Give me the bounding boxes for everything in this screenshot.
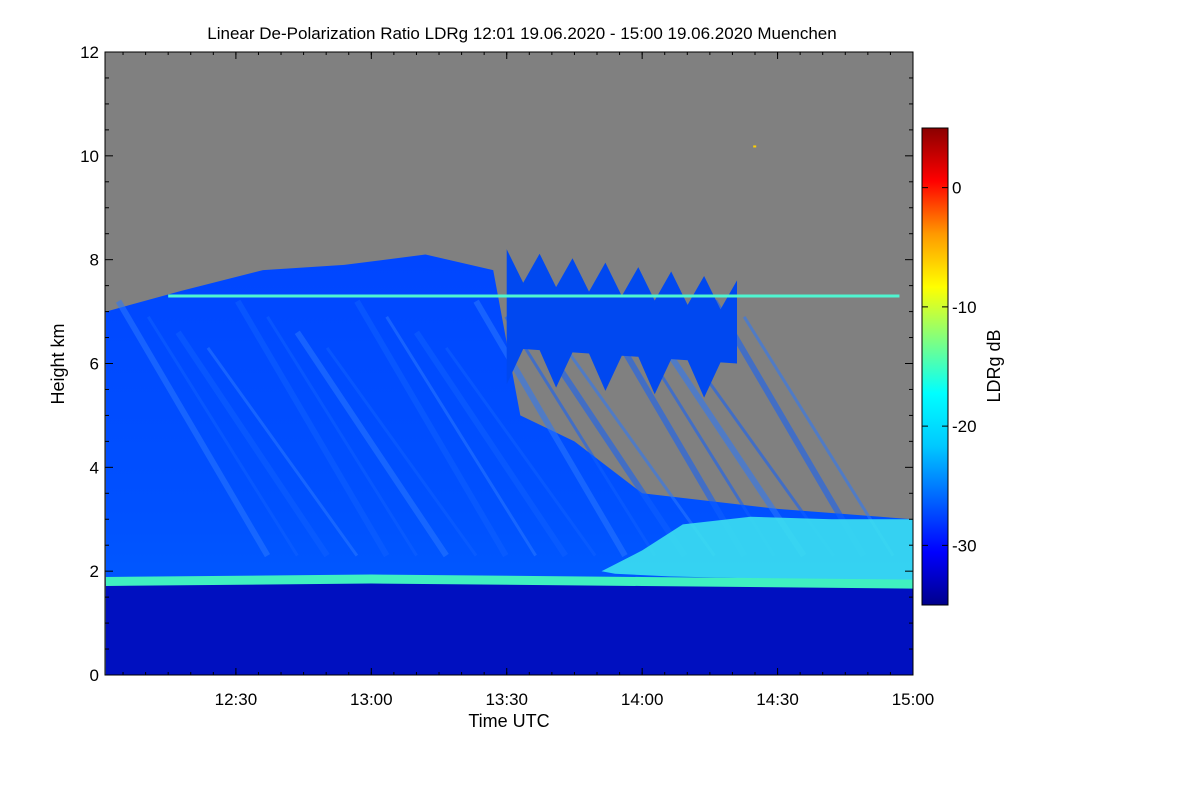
- fall-streak: [742, 316, 895, 557]
- isolated-data-point: [753, 145, 757, 148]
- fall-streak: [147, 316, 299, 557]
- y-axis-label: Height km: [48, 323, 68, 404]
- upper-cloud-layer: [506, 249, 737, 398]
- x-tick-label: 13:30: [485, 690, 528, 709]
- fall-streak: [294, 330, 449, 558]
- colorbar-tick-label: -20: [952, 417, 977, 436]
- y-tick-label: 4: [90, 458, 99, 477]
- x-tick-label: 14:30: [756, 690, 799, 709]
- colorbar-tick-label: 0: [952, 179, 961, 198]
- fall-streak: [414, 330, 568, 558]
- fall-streak: [445, 347, 597, 557]
- fall-streak: [385, 316, 537, 557]
- fall-streak: [564, 347, 716, 557]
- x-tick-label: 13:00: [350, 690, 393, 709]
- y-tick-label: 0: [90, 666, 99, 685]
- boundary-layer-top-band: [105, 574, 913, 589]
- colorbar-ticks: 0 -10 -20 -30: [922, 179, 977, 555]
- fall-streak: [115, 299, 271, 558]
- fall-streak: [473, 299, 628, 558]
- x-tick-label: 14:00: [621, 690, 664, 709]
- chart-title: Linear De-Polarization Ratio LDRg 12:01 …: [207, 24, 836, 43]
- colorbar: [921, 127, 949, 606]
- fall-streak: [354, 299, 509, 558]
- fall-streak: [235, 299, 390, 558]
- colorbar-tick-label: -30: [952, 536, 977, 555]
- plot-area: [105, 52, 913, 675]
- colorbar-label: LDRg dB: [984, 329, 1004, 402]
- fall-streaks: [115, 299, 895, 558]
- fall-streak: [325, 347, 478, 557]
- x-axis: 12:30 13:00 13:30 14:00 14:30 15:00: [122, 52, 935, 709]
- boundary-layer: [105, 581, 913, 675]
- fall-streak: [206, 347, 359, 557]
- y-axis: 0 2 4 6 8 10 12: [80, 43, 913, 685]
- y-tick-label: 6: [90, 355, 99, 374]
- fall-streak: [175, 330, 330, 558]
- fall-streak: [504, 316, 657, 557]
- x-axis-label: Time UTC: [468, 711, 549, 731]
- y-tick-label: 12: [80, 43, 99, 62]
- y-tick-label: 2: [90, 562, 99, 581]
- high-ldr-zone: [601, 516, 913, 582]
- colorbar-tick-label: -10: [952, 298, 977, 317]
- y-tick-label: 10: [80, 147, 99, 166]
- fall-streak: [266, 316, 418, 557]
- x-tick-label: 15:00: [892, 690, 935, 709]
- x-tick-label: 12:30: [215, 690, 258, 709]
- y-tick-label: 8: [90, 251, 99, 270]
- fall-streak: [711, 299, 866, 558]
